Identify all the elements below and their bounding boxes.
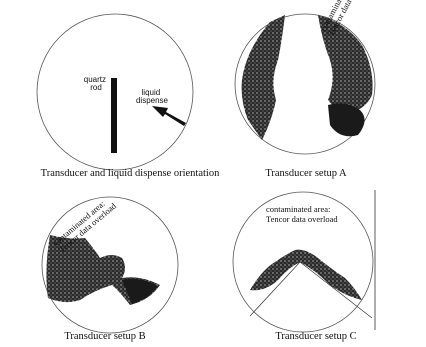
caption: Transducer setup A [265,168,347,179]
contaminated-region [250,249,362,300]
label-line: Tencor data overload [266,214,338,224]
dispense-arrow [152,106,186,126]
caption: Transducer and liquid dispense orientati… [41,168,220,179]
label-line: rod [90,83,102,92]
annotation: contaminated area: Tencor data overload [266,204,338,224]
dispense-label: liquid dispense [136,88,169,105]
label-line: contaminated area: [266,204,330,214]
wafer-outline [36,13,194,171]
quartz-rod [111,78,117,153]
label-line: quartz [84,75,106,84]
quartz-label: quartz rod [84,75,108,92]
panel-orientation: quartz rod liquid dispense Transducer an… [36,13,220,179]
caption: Transducer setup B [64,331,145,342]
label-line: dispense [136,96,169,105]
contaminated-region [241,15,285,140]
contaminated-region [318,15,373,112]
label-line: liquid [142,88,161,97]
wafer-outline [41,196,179,334]
panel-setup-a: contaminated and Tencor data overload Tr… [234,0,376,179]
overload-region [122,278,158,304]
transducer-line [249,261,301,317]
wafer-outline [234,13,376,155]
wafer-outline [232,191,374,333]
transducer-line [299,261,373,319]
panel-setup-b: contaminated area: Tencor data overload … [41,196,179,342]
panel-setup-c: contaminated area: Tencor data overload … [232,190,376,342]
overload-region [328,103,365,137]
caption: Transducer setup C [275,331,356,342]
